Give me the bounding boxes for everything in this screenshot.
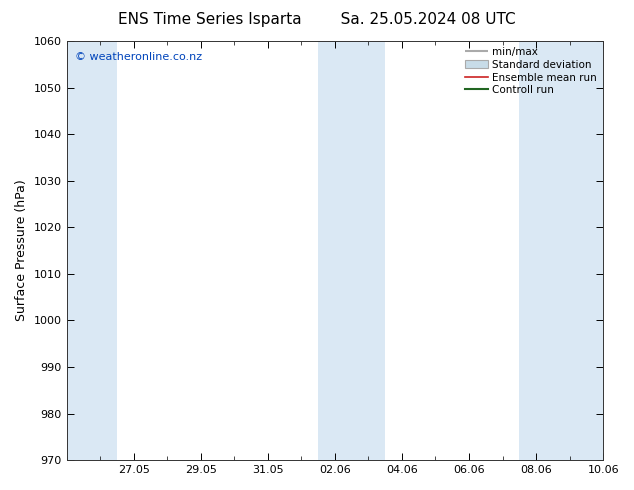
Legend: min/max, Standard deviation, Ensemble mean run, Controll run: min/max, Standard deviation, Ensemble me… <box>461 43 601 99</box>
Bar <box>67 41 117 460</box>
Y-axis label: Surface Pressure (hPa): Surface Pressure (hPa) <box>15 180 28 321</box>
Bar <box>519 41 603 460</box>
Bar <box>318 41 385 460</box>
Text: ENS Time Series Isparta        Sa. 25.05.2024 08 UTC: ENS Time Series Isparta Sa. 25.05.2024 0… <box>118 12 516 27</box>
Text: © weatheronline.co.nz: © weatheronline.co.nz <box>75 51 202 62</box>
